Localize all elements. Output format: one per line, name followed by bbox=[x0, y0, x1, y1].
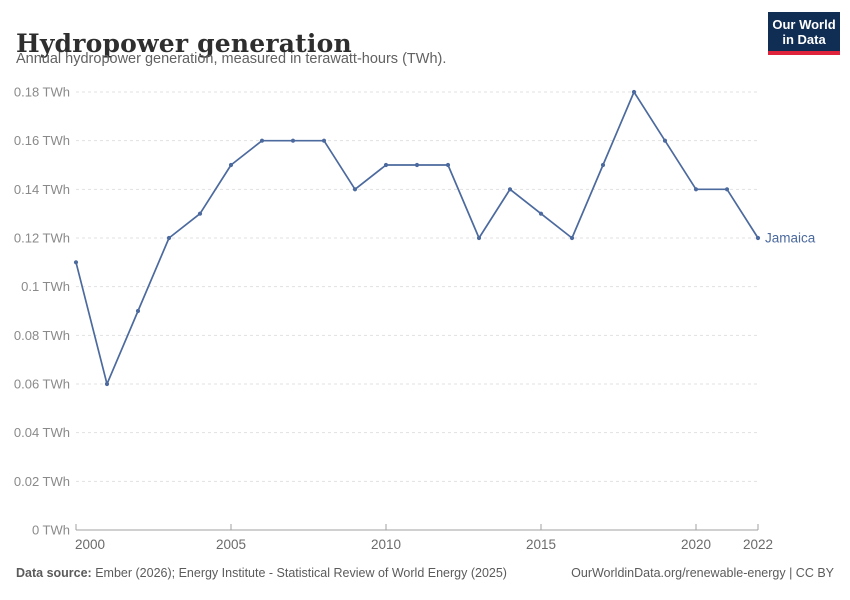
data-point-marker[interactable] bbox=[290, 138, 296, 143]
data-point-marker[interactable] bbox=[600, 162, 606, 168]
data-point-marker[interactable] bbox=[476, 235, 482, 241]
chart-footer: Data source: Ember (2026); Energy Instit… bbox=[16, 566, 834, 580]
series-label[interactable]: Jamaica bbox=[765, 231, 816, 246]
logo-text-line2: in Data bbox=[782, 32, 826, 47]
data-point-marker[interactable] bbox=[135, 308, 141, 314]
y-axis-tick-label: 0.14 TWh bbox=[14, 182, 70, 197]
data-point-marker[interactable] bbox=[321, 138, 327, 143]
data-point-marker[interactable] bbox=[569, 235, 575, 241]
data-point-marker[interactable] bbox=[73, 260, 79, 265]
x-axis-tick-label: 2010 bbox=[371, 537, 401, 552]
data-point-marker[interactable] bbox=[383, 162, 389, 168]
page-title: Hydropower generation bbox=[16, 28, 352, 58]
x-axis-tick-label: 2022 bbox=[743, 537, 773, 552]
y-axis-tick-label: 0.08 TWh bbox=[14, 328, 70, 343]
data-point-marker[interactable] bbox=[507, 187, 513, 192]
logo-text-line1: Our World bbox=[772, 17, 836, 32]
data-source-line: Data source: Ember (2026); Energy Instit… bbox=[16, 566, 507, 580]
owid-logo[interactable]: Our World in Data bbox=[768, 12, 840, 55]
data-source-text: Ember (2026); Energy Institute - Statist… bbox=[91, 566, 507, 580]
data-point-marker[interactable] bbox=[414, 162, 420, 168]
data-point-marker[interactable] bbox=[166, 235, 172, 241]
x-axis-tick-label: 2000 bbox=[75, 537, 105, 552]
y-axis-tick-label: 0.18 TWh bbox=[14, 85, 70, 100]
data-point-marker[interactable] bbox=[693, 187, 699, 192]
data-point-marker[interactable] bbox=[259, 138, 265, 143]
data-point-marker[interactable] bbox=[445, 162, 451, 168]
data-point-marker[interactable] bbox=[197, 211, 203, 216]
data-point-marker[interactable] bbox=[662, 138, 668, 143]
x-axis-tick-label: 2020 bbox=[681, 537, 711, 552]
y-axis-tick-label: 0 TWh bbox=[32, 523, 70, 538]
y-axis-tick-label: 0.1 TWh bbox=[21, 279, 70, 294]
y-axis-tick-label: 0.12 TWh bbox=[14, 231, 70, 246]
y-axis-tick-label: 0.16 TWh bbox=[14, 133, 70, 148]
x-axis-tick-label: 2015 bbox=[526, 537, 556, 552]
data-source-label: Data source: bbox=[16, 566, 92, 580]
chart-subtitle: Annual hydropower generation, measured i… bbox=[16, 51, 447, 67]
data-point-marker[interactable] bbox=[352, 187, 358, 192]
y-axis-tick-label: 0.04 TWh bbox=[14, 425, 70, 440]
x-axis-tick-label: 2005 bbox=[216, 537, 246, 552]
data-point-marker[interactable] bbox=[228, 162, 234, 168]
footer-credit-link[interactable]: OurWorldinData.org/renewable-energy | CC… bbox=[571, 566, 834, 580]
data-point-marker[interactable] bbox=[104, 381, 110, 387]
y-axis-tick-label: 0.06 TWh bbox=[14, 377, 70, 392]
data-point-marker[interactable] bbox=[755, 235, 761, 241]
data-point-marker[interactable] bbox=[538, 211, 544, 216]
data-point-marker[interactable] bbox=[631, 89, 637, 95]
data-point-marker[interactable] bbox=[724, 187, 730, 192]
y-axis-tick-label: 0.02 TWh bbox=[14, 474, 70, 489]
